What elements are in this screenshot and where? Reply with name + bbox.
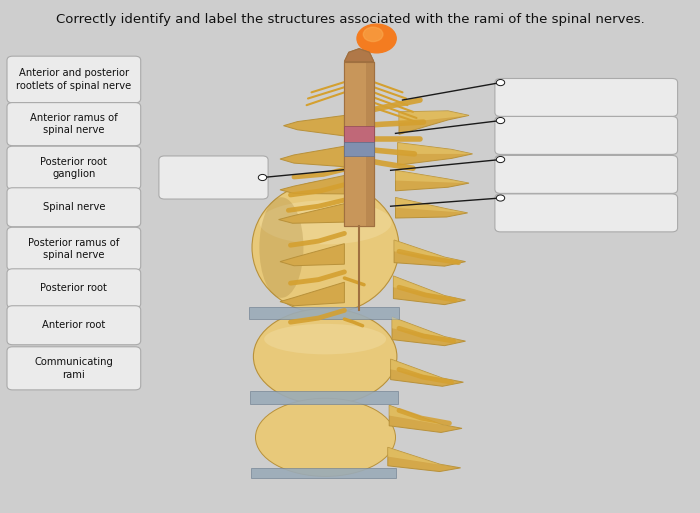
Ellipse shape (264, 324, 386, 354)
Polygon shape (279, 204, 344, 223)
Ellipse shape (256, 398, 396, 477)
FancyBboxPatch shape (7, 269, 141, 308)
FancyBboxPatch shape (7, 347, 141, 390)
Polygon shape (399, 111, 469, 134)
FancyBboxPatch shape (7, 188, 141, 227)
Polygon shape (280, 244, 344, 266)
Polygon shape (344, 49, 374, 62)
Polygon shape (280, 282, 344, 306)
Text: Posterior root
ganglion: Posterior root ganglion (41, 156, 107, 179)
FancyBboxPatch shape (7, 306, 141, 345)
Circle shape (496, 195, 505, 201)
FancyBboxPatch shape (495, 194, 678, 232)
FancyBboxPatch shape (495, 155, 678, 193)
Text: Posterior ramus of
spinal nerve: Posterior ramus of spinal nerve (28, 238, 120, 260)
FancyBboxPatch shape (495, 116, 678, 154)
FancyBboxPatch shape (7, 146, 141, 189)
FancyBboxPatch shape (495, 78, 678, 116)
Bar (248, 307, 399, 319)
Bar (251, 468, 396, 478)
Polygon shape (393, 276, 466, 300)
Polygon shape (284, 115, 344, 136)
Text: Correctly identify and label the structures associated with the rami of the spin: Correctly identify and label the structu… (55, 13, 645, 26)
Bar (344, 62, 374, 226)
Bar (344, 142, 374, 156)
FancyBboxPatch shape (7, 103, 141, 146)
Polygon shape (388, 447, 461, 471)
Polygon shape (394, 240, 466, 266)
Bar (365, 62, 374, 226)
Bar (344, 126, 374, 142)
Polygon shape (389, 405, 462, 432)
Bar (365, 62, 374, 226)
Bar (250, 391, 398, 404)
Circle shape (363, 27, 383, 42)
Ellipse shape (252, 182, 399, 313)
Polygon shape (399, 111, 469, 123)
Text: Communicating
rami: Communicating rami (34, 357, 113, 380)
Polygon shape (391, 359, 463, 382)
Text: Anterior ramus of
spinal nerve: Anterior ramus of spinal nerve (30, 113, 118, 135)
Circle shape (496, 117, 505, 124)
Bar (210, 41, 508, 503)
Polygon shape (395, 170, 469, 183)
Circle shape (496, 156, 505, 163)
Bar (344, 62, 374, 226)
Text: Spinal nerve: Spinal nerve (43, 202, 105, 212)
Polygon shape (395, 198, 468, 213)
Polygon shape (389, 405, 462, 428)
Text: Anterior root: Anterior root (42, 320, 106, 330)
Polygon shape (398, 143, 472, 165)
Polygon shape (392, 317, 466, 341)
FancyBboxPatch shape (7, 56, 141, 103)
Polygon shape (280, 146, 344, 167)
Polygon shape (395, 170, 469, 191)
Polygon shape (392, 317, 466, 346)
Ellipse shape (259, 197, 304, 298)
Bar (344, 142, 374, 156)
Polygon shape (393, 276, 466, 305)
Bar (344, 126, 374, 142)
Circle shape (357, 24, 396, 53)
FancyBboxPatch shape (159, 156, 268, 199)
Ellipse shape (260, 201, 392, 244)
Text: Anterior and posterior
rootlets of spinal nerve: Anterior and posterior rootlets of spina… (16, 68, 132, 91)
Circle shape (258, 174, 267, 181)
Polygon shape (394, 240, 466, 262)
Polygon shape (388, 447, 461, 468)
Circle shape (496, 80, 505, 86)
Polygon shape (398, 143, 472, 154)
Polygon shape (391, 359, 463, 386)
Ellipse shape (253, 309, 397, 404)
FancyBboxPatch shape (7, 227, 141, 270)
Text: Posterior root: Posterior root (41, 283, 107, 293)
Polygon shape (395, 198, 468, 218)
Polygon shape (280, 175, 344, 194)
